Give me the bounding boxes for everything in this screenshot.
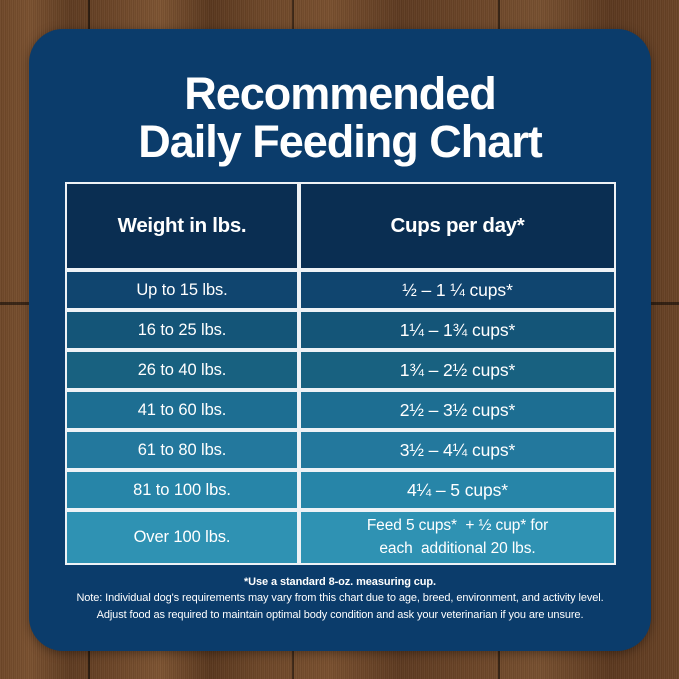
footnote-individual-requirements: Note: Individual dog's requirements may … (76, 592, 604, 605)
cell-cups-line-1: Feed 5 cups* + ½ cup* for (366, 517, 549, 535)
footnote-measuring-cup: *Use a standard 8-oz. measuring cup. (243, 576, 436, 588)
cell-cups: 2½ – 3½ cups* (299, 390, 616, 430)
footnote-adjust-food: Adjust food as required to maintain opti… (96, 608, 584, 621)
page-title-line-2: Daily Feeding Chart (138, 116, 543, 168)
table-row: 41 to 60 lbs. 2½ – 3½ cups* (65, 390, 616, 430)
cell-cups-line-2: each additional 20 lbs. (379, 539, 536, 557)
table-row: 16 to 25 lbs. 1¼ – 1¾ cups* (65, 310, 616, 350)
cell-weight: 26 to 40 lbs. (65, 350, 299, 390)
table-header: Weight in lbs. Cups per day* (65, 182, 616, 270)
cell-weight: 81 to 100 lbs. (65, 470, 299, 510)
page-title-line-1: Recommended (184, 68, 497, 119)
table-row: 26 to 40 lbs. 1¾ – 2½ cups* (65, 350, 616, 390)
cell-cups: 4¼ – 5 cups* (299, 470, 616, 510)
feeding-chart-card: Recommended Daily Feeding Chart Weight i… (29, 29, 651, 651)
page-title: Recommended Daily Feeding Chart (29, 68, 651, 168)
cell-weight: 41 to 60 lbs. (65, 390, 299, 430)
column-header-cups: Cups per day* (299, 182, 616, 270)
cell-weight: Up to 15 lbs. (65, 270, 299, 310)
cell-cups: 1¾ – 2½ cups* (299, 350, 616, 390)
table-row: Over 100 lbs. Feed 5 cups* + ½ cup* for … (65, 510, 616, 565)
column-header-weight: Weight in lbs. (65, 182, 299, 270)
cell-weight: Over 100 lbs. (65, 510, 299, 565)
table-body: Up to 15 lbs. ½ – 1 ¼ cups* 16 to 25 lbs… (65, 270, 616, 565)
feeding-chart-table: Weight in lbs. Cups per day* Up to 15 lb… (65, 182, 616, 565)
cell-weight: 16 to 25 lbs. (65, 310, 299, 350)
cell-weight: 61 to 80 lbs. (65, 430, 299, 470)
cell-cups: 3½ – 4¼ cups* (299, 430, 616, 470)
table-header-row: Weight in lbs. Cups per day* (65, 182, 616, 270)
table-row: 81 to 100 lbs. 4¼ – 5 cups* (65, 470, 616, 510)
cell-cups: ½ – 1 ¼ cups* (299, 270, 616, 310)
table-row: Up to 15 lbs. ½ – 1 ¼ cups* (65, 270, 616, 310)
table-row: 61 to 80 lbs. 3½ – 4¼ cups* (65, 430, 616, 470)
cell-cups: 1¼ – 1¾ cups* (299, 310, 616, 350)
footnotes: *Use a standard 8-oz. measuring cup. Not… (29, 574, 651, 623)
cell-cups: Feed 5 cups* + ½ cup* for each additiona… (299, 510, 616, 565)
